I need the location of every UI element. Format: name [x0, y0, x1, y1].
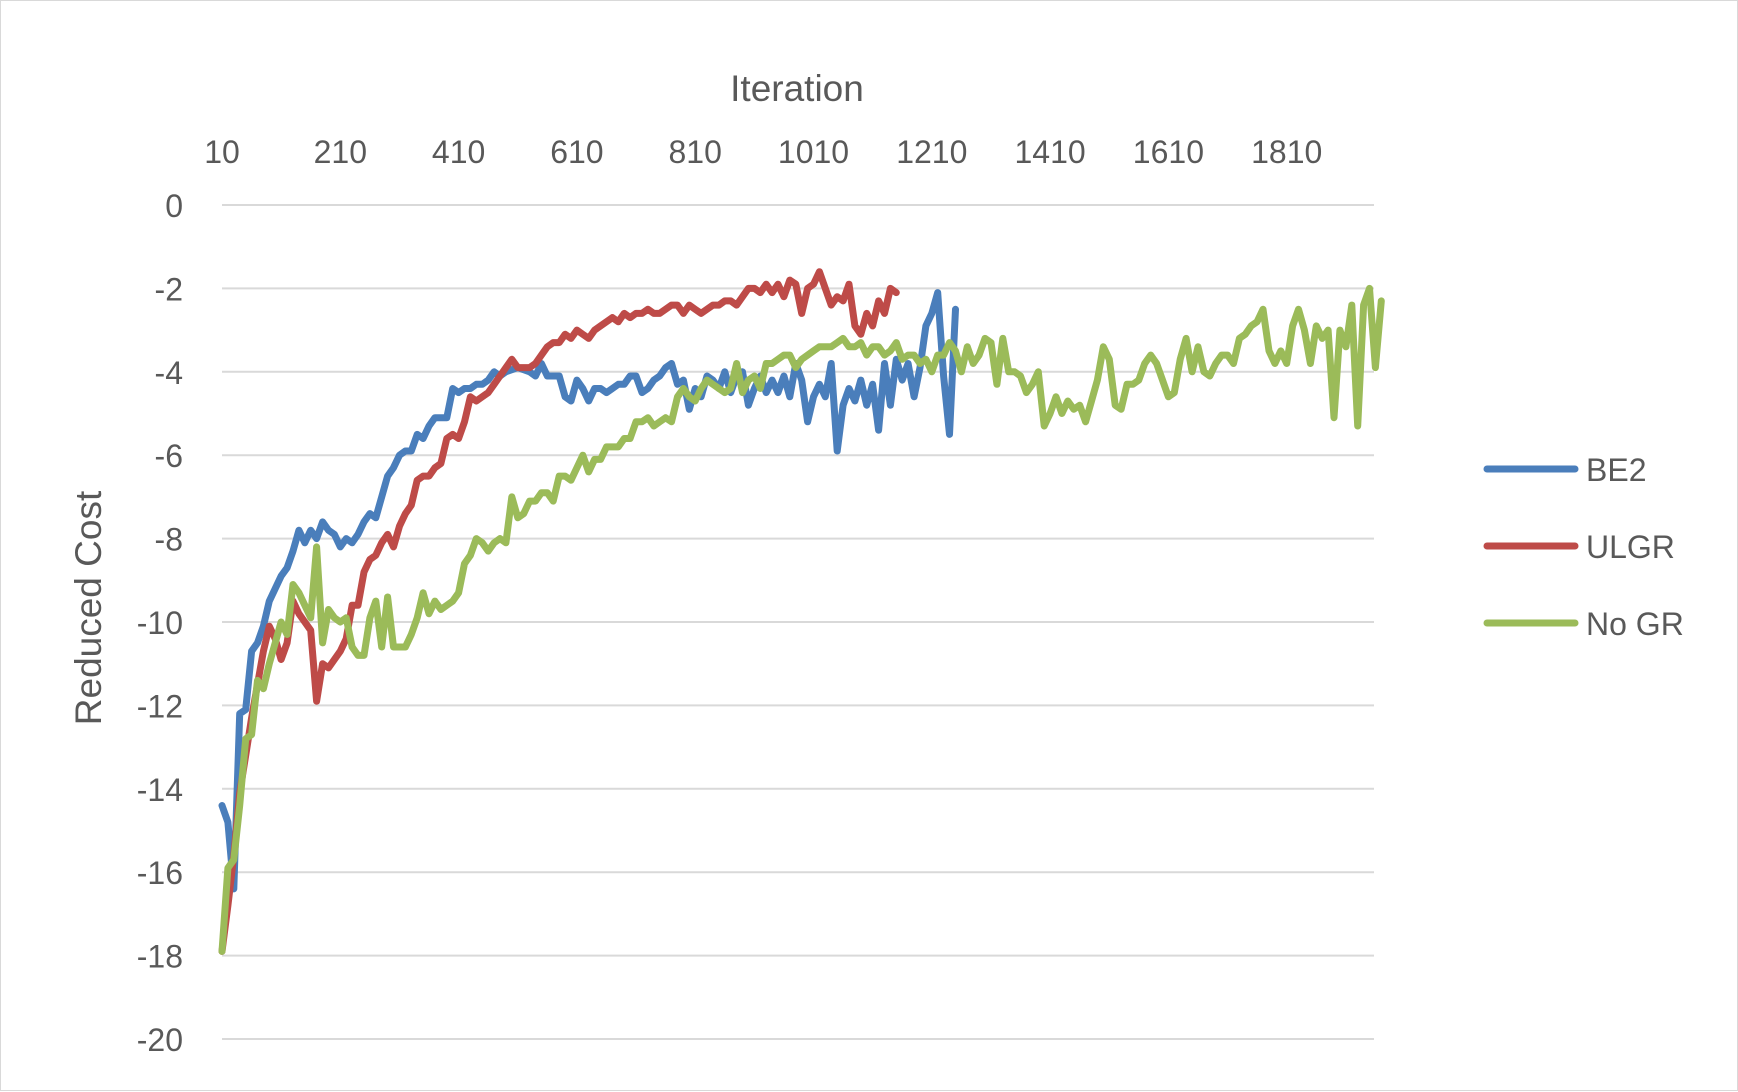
y-tick-label: -12: [137, 688, 183, 724]
x-axis-tick-labels: 10 210 410 610 810 1010 1210 1410 1610 1810: [204, 134, 1322, 170]
y-tick-label: -10: [137, 605, 183, 641]
y-tick-label: -18: [137, 939, 183, 975]
x-tick-label: 10: [204, 134, 240, 170]
legend-label: No GR: [1586, 606, 1684, 642]
series-lines: [218, 268, 1385, 955]
x-tick-label: 810: [669, 134, 722, 170]
legend-label: ULGR: [1586, 529, 1675, 565]
y-axis-title: Reduced Cost: [68, 490, 109, 725]
x-tick-label: 1010: [778, 134, 849, 170]
legend-item-ulgr: ULGR: [1483, 529, 1675, 565]
x-tick-label: 410: [432, 134, 485, 170]
series-line-be2: [218, 289, 959, 893]
y-tick-label: 0: [165, 188, 183, 224]
x-tick-label: 210: [314, 134, 367, 170]
legend-label: BE2: [1586, 452, 1646, 488]
x-tick-label: 1410: [1015, 134, 1086, 170]
y-tick-label: -14: [137, 772, 183, 808]
legend-item-be2: BE2: [1483, 452, 1646, 488]
y-axis-tick-labels: 0 -2 -4 -6 -8 -10 -12 -14 -16 -18 -20: [137, 188, 183, 1058]
legend: BE2 ULGR No GR: [1483, 452, 1684, 642]
y-tick-label: -8: [155, 522, 183, 558]
y-tick-label: -16: [137, 855, 183, 891]
x-tick-label: 1810: [1251, 134, 1322, 170]
y-tick-label: -4: [155, 355, 183, 391]
series-line-ulgr: [218, 268, 900, 955]
x-tick-label: 1210: [896, 134, 967, 170]
series-line-no-gr: [218, 284, 1385, 955]
gridlines: [222, 204, 1374, 1040]
y-tick-label: -20: [137, 1022, 183, 1058]
y-tick-label: -6: [155, 438, 183, 474]
x-tick-label: 610: [550, 134, 603, 170]
x-axis-title: Iteration: [730, 68, 864, 109]
x-tick-label: 1610: [1133, 134, 1204, 170]
y-tick-label: -2: [155, 271, 183, 307]
legend-item-no-gr: No GR: [1483, 606, 1684, 642]
